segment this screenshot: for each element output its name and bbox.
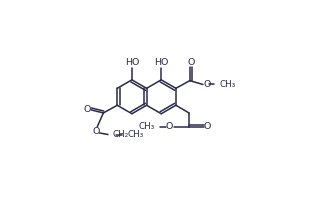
Text: O: O bbox=[188, 58, 195, 67]
Text: O: O bbox=[204, 122, 211, 131]
Text: O: O bbox=[203, 80, 210, 89]
Text: CH₃: CH₃ bbox=[138, 122, 154, 131]
Text: CH₂: CH₂ bbox=[113, 130, 129, 139]
Text: HO: HO bbox=[154, 58, 168, 67]
Text: O: O bbox=[165, 122, 173, 131]
Text: HO: HO bbox=[125, 58, 139, 67]
Text: CH₃: CH₃ bbox=[127, 130, 144, 139]
Text: O: O bbox=[83, 105, 91, 114]
Text: CH₃: CH₃ bbox=[220, 80, 236, 89]
Text: O: O bbox=[93, 127, 100, 136]
